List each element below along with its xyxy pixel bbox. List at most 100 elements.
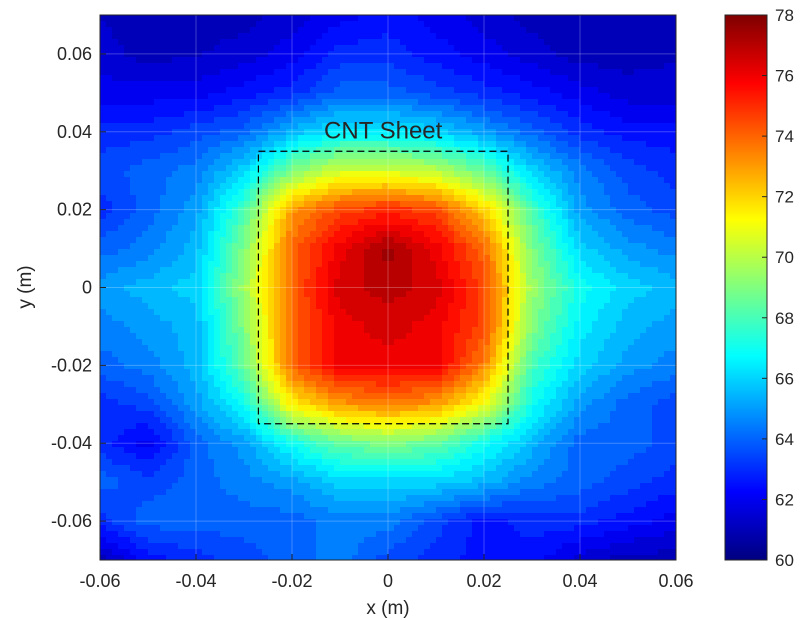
heatmap-cell <box>304 213 311 220</box>
heatmap-cell <box>664 195 671 202</box>
heatmap-cell <box>286 51 293 58</box>
heatmap-cell <box>226 45 233 52</box>
heatmap-cell <box>628 249 635 256</box>
heatmap-cell <box>466 123 473 130</box>
heatmap-cell <box>592 243 599 250</box>
heatmap-cell <box>142 189 149 196</box>
heatmap-cell <box>160 231 167 238</box>
heatmap-cell <box>412 213 419 220</box>
heatmap-cell <box>418 57 425 64</box>
heatmap-cell <box>502 141 509 148</box>
heatmap-cell <box>214 285 221 292</box>
heatmap-cell <box>316 87 323 94</box>
heatmap-cell <box>652 207 659 214</box>
heatmap-cell <box>424 63 431 70</box>
heatmap-cell <box>328 219 335 226</box>
heatmap-cell <box>478 291 485 298</box>
heatmap-cell <box>304 21 311 28</box>
heatmap-cell <box>406 195 413 202</box>
heatmap-cell <box>304 321 311 328</box>
heatmap-cell <box>484 69 491 76</box>
heatmap-cell <box>226 267 233 274</box>
heatmap-cell <box>562 243 569 250</box>
heatmap-cell <box>622 141 629 148</box>
heatmap-cell <box>568 93 575 100</box>
heatmap-cell <box>274 39 281 46</box>
heatmap-cell <box>652 39 659 46</box>
heatmap-cell <box>544 39 551 46</box>
heatmap-cell <box>172 69 179 76</box>
heatmap-cell <box>364 111 371 118</box>
heatmap-cell <box>568 87 575 94</box>
heatmap-cell <box>268 183 275 190</box>
heatmap-cell <box>406 309 413 316</box>
heatmap-cell <box>280 291 287 298</box>
heatmap-cell <box>418 87 425 94</box>
heatmap-cell <box>526 303 533 310</box>
heatmap-cell <box>364 27 371 34</box>
heatmap-cell <box>358 183 365 190</box>
heatmap-cell <box>244 273 251 280</box>
heatmap-cell <box>466 321 473 328</box>
heatmap-cell <box>478 177 485 184</box>
heatmap-cell <box>442 81 449 88</box>
heatmap-cell <box>352 21 359 28</box>
heatmap-cell <box>106 255 113 262</box>
heatmap-cell <box>646 21 653 28</box>
heatmap-cell <box>472 69 479 76</box>
heatmap-cell <box>526 189 533 196</box>
heatmap-cell <box>610 111 617 118</box>
heatmap-cell <box>586 51 593 58</box>
heatmap-cell <box>220 117 227 124</box>
heatmap-cell <box>538 207 545 214</box>
heatmap-cell <box>472 123 479 130</box>
heatmap-cell <box>430 243 437 250</box>
heatmap-cell <box>148 171 155 178</box>
heatmap-cell <box>112 255 119 262</box>
heatmap-cell <box>106 141 113 148</box>
heatmap-cell <box>466 45 473 52</box>
heatmap-cell <box>184 81 191 88</box>
heatmap-cell <box>562 135 569 142</box>
heatmap-cell <box>604 219 611 226</box>
heatmap-cell <box>244 219 251 226</box>
heatmap-cell <box>166 321 173 328</box>
heatmap-cell <box>526 21 533 28</box>
heatmap-cell <box>532 183 539 190</box>
heatmap-cell <box>640 111 647 118</box>
heatmap-cell <box>364 45 371 52</box>
heatmap-cell <box>316 291 323 298</box>
heatmap-cell <box>616 195 623 202</box>
heatmap-cell <box>412 219 419 226</box>
heatmap-cell <box>418 135 425 142</box>
heatmap-cell <box>586 15 593 22</box>
heatmap-cell <box>184 93 191 100</box>
heatmap-cell <box>478 105 485 112</box>
heatmap-cell <box>370 249 377 256</box>
heatmap-cell <box>112 231 119 238</box>
heatmap-cell <box>166 117 173 124</box>
heatmap-cell <box>292 297 299 304</box>
heatmap-cell <box>592 303 599 310</box>
heatmap-cell <box>430 153 437 160</box>
heatmap-cell <box>244 27 251 34</box>
heatmap-cell <box>280 93 287 100</box>
heatmap-cell <box>652 111 659 118</box>
heatmap-cell <box>538 57 545 64</box>
heatmap-cell <box>352 33 359 40</box>
heatmap-cell <box>466 219 473 226</box>
heatmap-cell <box>172 321 179 328</box>
heatmap-cell <box>658 297 665 304</box>
heatmap-cell <box>412 33 419 40</box>
heatmap-cell <box>514 87 521 94</box>
heatmap-cell <box>628 123 635 130</box>
heatmap-cell <box>364 249 371 256</box>
heatmap-cell <box>610 243 617 250</box>
heatmap-cell <box>460 39 467 46</box>
heatmap-cell <box>274 93 281 100</box>
heatmap-cell <box>604 69 611 76</box>
heatmap-cell <box>322 321 329 328</box>
heatmap-cell <box>454 99 461 106</box>
heatmap-cell <box>334 195 341 202</box>
heatmap-cell <box>604 249 611 256</box>
